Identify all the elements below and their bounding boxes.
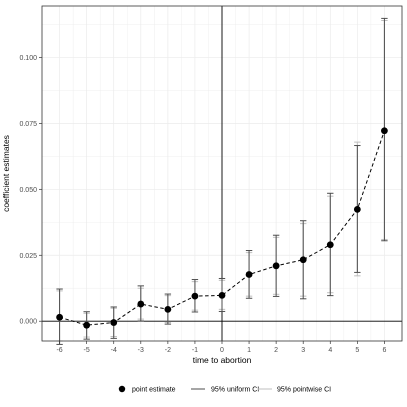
x-tick-label: -1	[192, 347, 198, 354]
legend-uniform-label: 95% uniform CI	[211, 387, 259, 394]
legend-point-label: point estimate	[132, 387, 176, 394]
x-tick-label: 3	[301, 347, 305, 354]
x-tick-label: 2	[274, 347, 278, 354]
x-tick-label: 4	[328, 347, 332, 354]
x-tick-label: 6	[382, 347, 386, 354]
legend-pointwise-label: 95% pointwise CI	[277, 387, 331, 394]
estimate-point	[353, 205, 361, 213]
legend: point estimate 95% uniform CI 95% pointw…	[118, 385, 331, 394]
estimate-point	[110, 319, 118, 326]
x-tick-label: -3	[138, 347, 144, 354]
x-tick-label: 5	[355, 347, 359, 354]
estimate-points-layer	[56, 127, 388, 329]
estimate-point	[326, 241, 334, 249]
estimate-point	[272, 262, 280, 270]
x-tick-label: -2	[165, 347, 171, 354]
estimate-point	[137, 300, 145, 308]
estimate-point	[164, 305, 172, 313]
y-tick-label: 0.025	[19, 253, 37, 260]
estimate-point	[245, 271, 253, 278]
y-tick-label: 0.000	[19, 319, 37, 326]
y-tick-label: 0.100	[19, 55, 37, 62]
estimate-point	[191, 292, 199, 300]
y-tick-label: 0.050	[19, 187, 37, 194]
x-tick-label: -6	[56, 347, 62, 354]
x-tick-label: -5	[84, 347, 90, 354]
legend-point-key	[118, 385, 126, 393]
x-tick-label: 0	[220, 347, 224, 354]
axis-layer: 0.000 0.025 0.050 0.075 0.100 -6 -5 -4 -3 -2 -1 0 1 2…	[19, 55, 386, 354]
x-tick-label: -4	[111, 347, 117, 354]
y-axis-title: coefficient estimates	[1, 135, 11, 212]
estimate-point	[56, 313, 63, 321]
estimate-point	[218, 291, 226, 299]
estimate-point	[381, 127, 388, 135]
y-tick-label: 0.075	[19, 121, 37, 128]
estimate-point	[299, 256, 307, 264]
estimate-point	[83, 321, 91, 329]
x-axis-title: time to abortion	[193, 355, 252, 365]
x-tick-label: 1	[247, 347, 251, 354]
